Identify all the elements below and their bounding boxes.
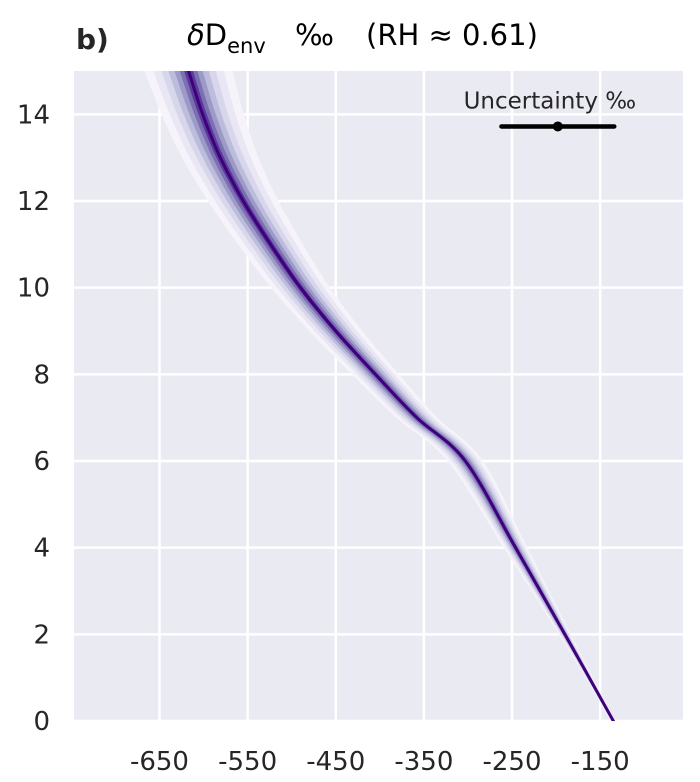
y-axis-tick-labels: 0 2 4 6 8 10 12 14 <box>17 100 50 737</box>
uncertainty-label: Uncertainty ‰ <box>464 88 637 114</box>
x-tick-label: -450 <box>306 747 365 777</box>
x-axis-tick-labels: -650 -550 -450 -350 -250 -150 <box>130 747 630 777</box>
series-line <box>187 71 615 721</box>
y-tick-label: 4 <box>33 534 50 564</box>
panel-label: b) <box>76 23 109 56</box>
title-note: (RH ≈ 0.61) <box>366 18 538 52</box>
x-tick-label: -350 <box>394 747 453 777</box>
title-unit: ‰ <box>295 18 334 52</box>
y-tick-label: 6 <box>33 447 50 477</box>
x-tick-label: -250 <box>483 747 542 777</box>
title-main: D <box>205 18 227 52</box>
x-tick-label: -150 <box>571 747 630 777</box>
chart-title: δDenv ‰ (RH ≈ 0.61) <box>187 18 538 58</box>
uncertainty-bar-center-point <box>552 121 563 132</box>
x-tick-label: -650 <box>130 747 189 777</box>
y-tick-label: 10 <box>17 274 50 304</box>
title-subscript: env <box>227 34 266 58</box>
y-tick-label: 8 <box>33 360 50 390</box>
y-tick-label: 14 <box>17 100 50 130</box>
y-tick-label: 2 <box>33 620 50 650</box>
uncertainty-annotation: Uncertainty ‰ <box>464 88 637 132</box>
title-delta: δ <box>187 18 205 52</box>
series-line-layer <box>187 71 615 721</box>
y-tick-label: 12 <box>17 187 50 217</box>
y-tick-label: 0 <box>33 707 50 737</box>
x-tick-label: -550 <box>218 747 277 777</box>
